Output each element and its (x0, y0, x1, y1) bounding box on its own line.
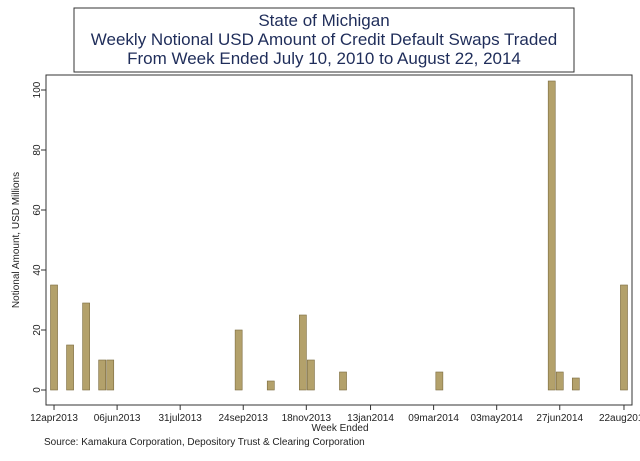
y-tick-label-100: 100 (32, 81, 43, 98)
bar-2013-11-22 (307, 359, 315, 391)
y-tick-label-40: 40 (32, 264, 43, 276)
x-tick-label-06jun2013: 06jun2013 (94, 413, 141, 424)
y-tick-label-20: 20 (32, 324, 43, 336)
x-tick-label-12apr2013: 12apr2013 (30, 413, 78, 424)
chart-title-line-2: Weekly Notional USD Amount of Credit Def… (91, 30, 557, 49)
x-tick-label-27jun2014: 27jun2014 (536, 413, 583, 424)
x-tick-label-24sep2013: 24sep2013 (218, 413, 268, 424)
x-tick-label-13jan2014: 13jan2014 (347, 413, 394, 424)
y-axis-title: Notional Amount, USD Millions (11, 172, 22, 308)
bar-2014-08-22 (620, 284, 628, 391)
bar-2013-05-24 (98, 359, 107, 391)
bar-2013-04-26 (66, 344, 74, 391)
bar-2014-07-11 (571, 377, 580, 391)
source-note: Source: Kamakura Corporation, Depository… (44, 437, 365, 448)
chart-title-line-3: From Week Ended July 10, 2010 to August … (127, 49, 521, 68)
bar-2013-05-10 (82, 302, 90, 391)
x-tick-label-22aug2014: 22aug2014 (599, 413, 640, 424)
bar-2014-06-20 (547, 80, 556, 391)
bar-2013-11-15 (299, 314, 307, 391)
bar-2014-03-14 (435, 371, 444, 391)
bar-2014-06-27 (555, 371, 564, 391)
y-axis: 0 20 40 60 80 100 (32, 81, 46, 393)
x-tick-label-31jul2013: 31jul2013 (158, 413, 202, 424)
y-tick-label-0: 0 (32, 387, 43, 393)
y-tick-label-80: 80 (32, 144, 43, 156)
plot-frame (45, 74, 633, 406)
x-tick-label-09mar2014: 09mar2014 (408, 413, 459, 424)
title-frame (73, 7, 575, 73)
bars-group (50, 80, 628, 391)
y-tick-label-60: 60 (32, 204, 43, 216)
title-box: State of Michigan Weekly Notional USD Am… (73, 7, 575, 73)
bar-2013-12-20 (339, 371, 347, 391)
x-axis-title: Week Ended (311, 423, 368, 434)
bar-2013-05-31 (106, 359, 115, 391)
x-axis: 12apr2013 06jun2013 31jul2013 24sep2013 18no… (30, 405, 640, 424)
x-tick-label-03may2014: 03may2014 (471, 413, 524, 424)
bar-2013-09-20 (234, 329, 243, 391)
x-tick-label-18nov2013: 18nov2013 (282, 413, 332, 424)
bar-2013-04-12 (50, 284, 58, 391)
bar-2013-10-18 (266, 380, 275, 391)
chart-title-line-1: State of Michigan (258, 11, 389, 30)
